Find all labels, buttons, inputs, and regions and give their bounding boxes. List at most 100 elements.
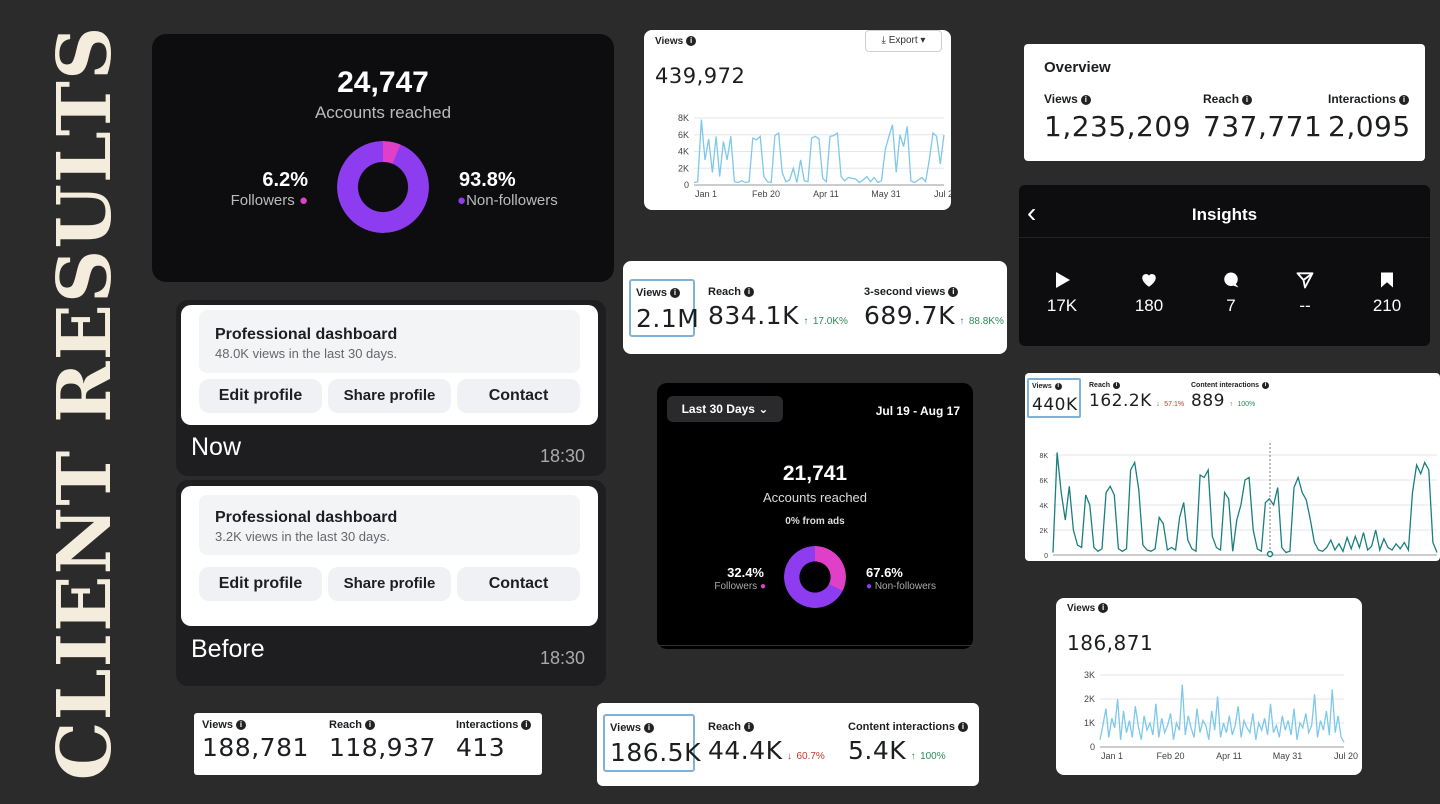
play-icon: [1056, 272, 1070, 288]
reach2-non-legend: ● Non-followers: [866, 581, 936, 592]
now-share-profile-button[interactable]: Share profile: [328, 379, 451, 413]
y-tick-label: 6K: [1039, 478, 1048, 485]
y-tick-label: 8K: [1039, 453, 1048, 460]
now-dashboard-sub: 48.0K views in the last 30 days.: [215, 346, 398, 361]
now-edit-profile-button[interactable]: Edit profile: [199, 379, 322, 413]
before-share-profile-button[interactable]: Share profile: [328, 567, 451, 601]
reach-label: Accounts reached: [314, 103, 452, 122]
info-icon: i: [521, 720, 532, 730]
up-arrow-icon: ↑: [1229, 401, 1233, 408]
metric-views-selected[interactable]: Views i 2.1M: [629, 279, 699, 337]
up-arrow-icon: ↑: [910, 751, 916, 762]
bm-interactions: Content interactions i 5.4K ↑ 100%: [848, 721, 968, 765]
info-icon: i: [686, 36, 697, 46]
before-edit-profile-button[interactable]: Edit profile: [199, 567, 322, 601]
date-range-dropdown[interactable]: Last 30 Days ⌄: [667, 396, 783, 422]
3s-up-arrow-icon: ↑: [959, 316, 965, 327]
x-tick-label: Jul 20: [1334, 751, 1358, 761]
bm-views-label: Views: [610, 722, 641, 734]
bm-reach: Reach i 44.4K ↓ 60.7%: [708, 721, 825, 765]
metric-reach-label: Reach: [708, 286, 742, 298]
x-tick-label: May 31: [1273, 751, 1303, 761]
bm-reach-value: 44.4K: [708, 736, 783, 765]
page-title-text: CLIENT RESULTS: [42, 25, 128, 780]
metric-3s-value: 689.7K: [864, 301, 955, 330]
views3-value: 186,871: [1067, 631, 1154, 655]
info-icon: i: [1080, 95, 1091, 105]
reach2-followers-label: Followers: [714, 581, 758, 592]
bm-interactions-value: 5.4K: [848, 736, 907, 765]
chart2-views-value: 440K: [1032, 395, 1078, 415]
chevron-down-icon: ⌄: [758, 402, 769, 416]
bm-reach-label: Reach: [708, 721, 742, 733]
bl-views: Views i 188,781: [202, 719, 309, 762]
before-contact-button[interactable]: Contact: [457, 567, 580, 601]
insights-stat-plays: 17K: [1032, 271, 1092, 316]
now-caption: Now: [191, 433, 242, 461]
now-dashboard-title: Professional dashboard: [215, 326, 398, 343]
now-time: 18:30: [540, 446, 586, 466]
chart2-reach-value: 162.2K: [1089, 391, 1152, 411]
shares-value: --: [1299, 296, 1311, 315]
chevron-down-icon: ▾: [920, 35, 926, 46]
info-icon: i: [948, 287, 959, 297]
before-dashboard-title: Professional dashboard: [215, 509, 398, 526]
reach2-ads: 0% from ads: [785, 516, 845, 527]
non-followers-legend: ●Non-followers: [457, 192, 558, 209]
views-value: 439,972: [655, 64, 746, 88]
series-line: [1099, 684, 1345, 743]
now-profile-panel: Professional dashboard 48.0K views in th…: [181, 305, 598, 425]
info-icon: i: [744, 722, 755, 732]
insights-stat-likes: 180: [1119, 271, 1179, 316]
metrics-card-mid: Views i 2.1M Reach i 834.1K ↑ 17.0K% 3-seco…: [623, 261, 1007, 354]
chart2-views-selected[interactable]: Views i 440K: [1027, 378, 1081, 418]
metrics-card-bottom-mid: Views i 186.5K Reach i 44.4K ↓ 60.7% Conten…: [597, 703, 979, 786]
bl-interactions-value: 413: [456, 733, 506, 762]
reach2-followers-legend: Followers ●: [677, 581, 766, 592]
page-title: CLIENT RESULTS: [40, 25, 130, 780]
followers-dot-icon: ●: [298, 192, 308, 209]
bm-views-value: 186.5K: [610, 738, 701, 767]
chart2-interactions-label: Content interactions: [1191, 382, 1260, 389]
metric-views-label: Views: [636, 287, 667, 299]
y-tick-label: 2K: [1084, 694, 1095, 704]
date-range-label: Last 30 Days: [681, 402, 755, 416]
x-tick-label: Apr 11: [1216, 751, 1242, 761]
views-line-chart: 0 2K 4K 6K 8K Jan 1 Feb 20 Apr 11 May 31 Jul 20: [678, 113, 951, 199]
insights-card: ‹ Insights 17K 180 7 -- 210: [1019, 185, 1430, 346]
metric-reach-value: 834.1K: [708, 301, 799, 330]
bm-interactions-label: Content interactions: [848, 721, 955, 733]
x-tick-label: May 31: [871, 189, 901, 199]
chart2-reach-delta: 57.1%: [1164, 401, 1185, 408]
metric-reach: Reach i 834.1K ↑ 17.0K%: [708, 286, 848, 330]
y-tick-label: 4K: [678, 147, 689, 157]
views-line-chart-2: 0 2K 4K 6K 8K: [1039, 443, 1438, 560]
back-chevron-icon[interactable]: ‹: [1027, 197, 1037, 228]
y-tick-label: 4K: [1039, 503, 1048, 510]
y-tick-label: 0: [684, 180, 689, 190]
views3-label: Views i: [1067, 603, 1109, 614]
y-tick-label: 8K: [678, 113, 689, 123]
non-followers-pct: 93.8%: [459, 169, 516, 191]
export-button[interactable]: ⤓ Export ▾: [865, 30, 942, 52]
reach2-followers-pct: 32.4%: [727, 565, 764, 580]
views-label: Views i: [655, 36, 697, 47]
now-contact-button[interactable]: Contact: [457, 379, 580, 413]
hover-point: [1266, 550, 1274, 558]
chart2-views-label: Views: [1032, 383, 1052, 390]
chart2-interactions-value: 889: [1191, 391, 1225, 411]
bm-views-selected[interactable]: Views i 186.5K: [603, 714, 700, 772]
insights-title: Insights: [1191, 205, 1258, 224]
plays-value: 17K: [1046, 296, 1078, 315]
info-icon: i: [1113, 382, 1121, 389]
metric-3s-delta: 88.8K%: [968, 316, 1004, 327]
accounts-reached-card: 24,747 Accounts reached 6.2% Followers ●…: [152, 34, 614, 282]
followers-label: Followers: [230, 192, 295, 209]
info-icon: i: [1242, 95, 1253, 105]
now-professional-dashboard[interactable]: Professional dashboard 48.0K views in th…: [199, 310, 580, 373]
before-professional-dashboard[interactable]: Professional dashboard 3.2K views in the…: [199, 495, 580, 555]
reach2-non-pct: 67.6%: [866, 565, 903, 580]
bl-reach-value: 118,937: [329, 733, 436, 762]
info-icon: i: [1399, 95, 1410, 105]
bl-interactions-label: Interactions: [456, 719, 519, 731]
